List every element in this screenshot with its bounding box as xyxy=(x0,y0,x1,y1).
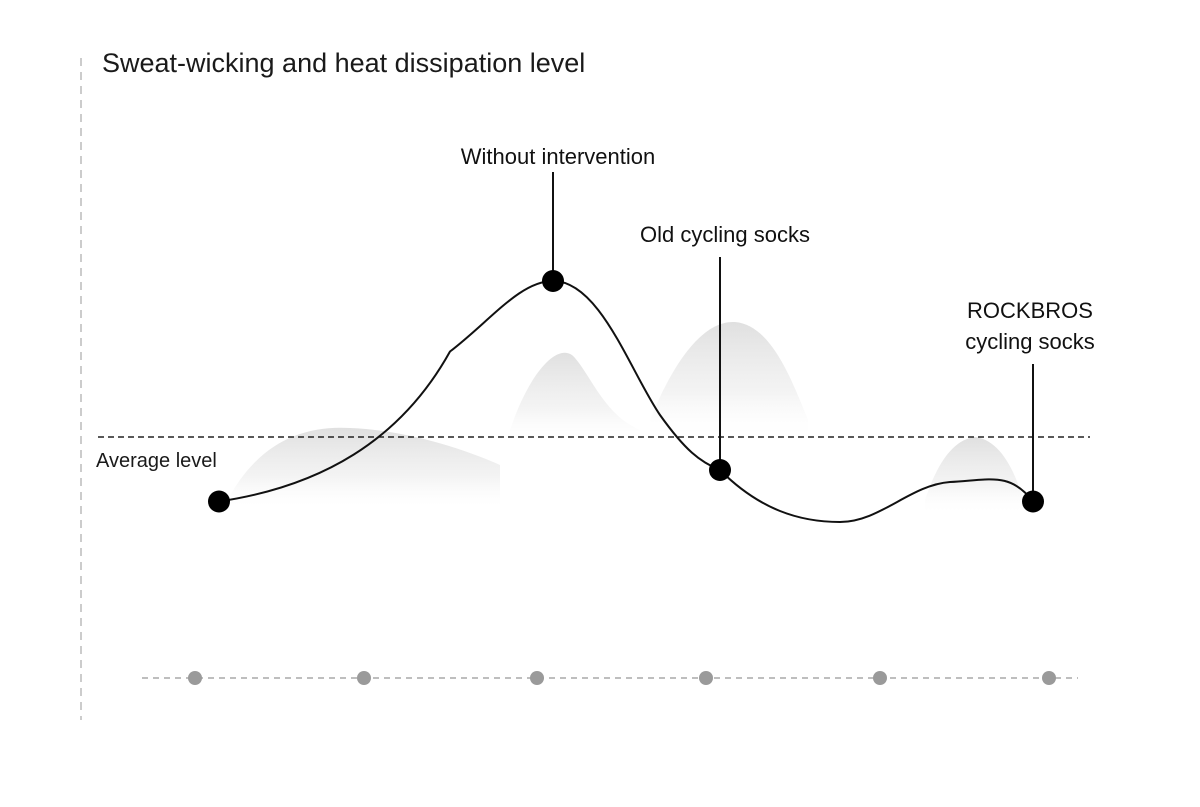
x-ticks xyxy=(188,671,1056,685)
data-point-marker xyxy=(208,490,230,513)
callout-label: ROCKBROS xyxy=(967,298,1093,323)
callout-label: Old cycling socks xyxy=(640,222,810,247)
callout-label: Without intervention xyxy=(461,144,655,169)
series-line xyxy=(218,279,1034,524)
data-point-marker xyxy=(542,270,564,292)
fog-hill xyxy=(925,437,1025,515)
data-markers xyxy=(208,270,1044,513)
chart-title: Sweat-wicking and heat dissipation level xyxy=(102,48,585,78)
x-tick-dot xyxy=(188,671,202,685)
fog-hill xyxy=(225,427,500,510)
fog-hill xyxy=(650,321,808,440)
x-tick-dot xyxy=(1042,671,1056,685)
fog-hill xyxy=(510,352,640,445)
background-fog xyxy=(225,321,1025,515)
callout-label: cycling socks xyxy=(965,329,1095,354)
x-tick-dot xyxy=(530,671,544,685)
x-tick-dot xyxy=(873,671,887,685)
data-point-marker xyxy=(709,459,731,481)
data-point-marker xyxy=(1022,490,1044,513)
x-tick-dot xyxy=(699,671,713,685)
callouts: Without intervention Old cycling socks ROC… xyxy=(461,144,1095,502)
average-label: Average level xyxy=(96,450,217,472)
x-tick-dot xyxy=(357,671,371,685)
